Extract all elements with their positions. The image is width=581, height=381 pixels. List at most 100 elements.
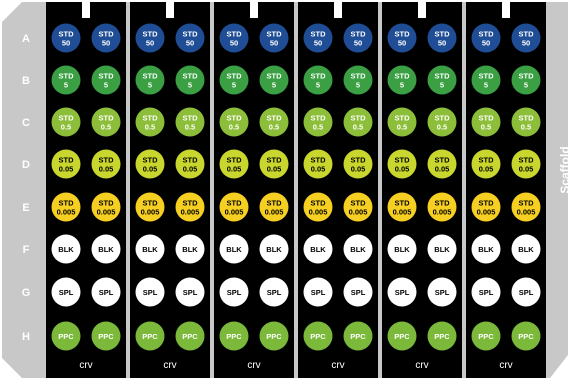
well-label-line1: STD [519,199,535,208]
well-g-11: SPL [471,277,501,307]
well-circle [91,23,121,53]
well-label: PPC [266,332,282,341]
well-f-6: BLK [259,234,289,264]
well-circle [135,192,165,222]
well-label-line2: 0.005 [349,208,368,217]
well-circle [343,277,373,307]
well-f-3: BLK [135,234,165,264]
well-g-1: SPL [51,277,81,307]
well-label: BLK [518,245,534,254]
well-circle [135,23,165,53]
well-label-line2: 0.05 [479,165,494,174]
well-label-line1: STD [227,156,243,165]
well-circle [303,23,333,53]
well-circle [51,277,81,307]
well-label-line1: STD [99,156,115,165]
strip-1 [46,2,126,378]
well-circle [387,277,417,307]
well-label-line1: STD [227,30,243,39]
well-label-line2: 50 [522,39,530,48]
row-label-d: D [22,159,30,171]
well-circle [303,277,333,307]
well-label-line2: 0.05 [99,165,114,174]
well-label-line2: 0.05 [351,165,366,174]
strip-notch [82,2,90,18]
well-circle [511,192,541,222]
well-circle [219,277,249,307]
well-circle [135,107,165,137]
well-label-line2: 0.05 [59,165,74,174]
well-label: BLK [266,245,282,254]
well-label-line1: STD [435,114,451,123]
well-label-line2: 50 [270,39,278,48]
well-label: SPL [351,288,366,297]
row-label-c: C [22,117,30,129]
well-label-line1: STD [479,30,495,39]
strip-notch [502,2,510,18]
well-g-10: SPL [427,277,457,307]
well-g-7: SPL [303,277,333,307]
well-label-line2: 0.005 [433,208,452,217]
strip-2 [130,2,210,378]
well-circle [511,149,541,179]
well-circle [219,23,249,53]
well-h-11: PPC [471,321,501,351]
well-label-line2: 5 [64,81,68,90]
well-circle [259,23,289,53]
well-circle [343,65,373,95]
well-circle [135,277,165,307]
well-label-line1: STD [267,199,283,208]
well-label-line1: STD [311,199,327,208]
well-label-line1: STD [311,72,327,81]
well-label-line1: STD [519,30,535,39]
well-label: BLK [142,245,158,254]
well-circle [175,234,205,264]
well-circle [259,65,289,95]
well-label-line2: 0.05 [435,165,450,174]
well-label-line2: 5 [148,81,152,90]
well-circle [219,192,249,222]
well-circle [175,321,205,351]
well-label-line2: 0.5 [269,123,279,132]
well-label: BLK [226,245,242,254]
strip-label: crv [415,360,428,371]
well-label-line1: STD [183,199,199,208]
scaffold-label: Scaffold [558,146,572,193]
well-h-8: PPC [343,321,373,351]
well-label: SPL [311,288,326,297]
well-h-5: PPC [219,321,249,351]
well-f-7: BLK [303,234,333,264]
well-f-10: BLK [427,234,457,264]
well-label-line2: 0.005 [141,208,160,217]
well-label-line1: STD [183,156,199,165]
well-circle [259,192,289,222]
well-label-line1: STD [143,114,159,123]
well-circle [135,65,165,95]
well-label-line1: STD [99,199,115,208]
well-circle [343,321,373,351]
well-label-line2: 50 [102,39,110,48]
well-circle [427,65,457,95]
well-circle [51,234,81,264]
well-label-line2: 0.5 [397,123,407,132]
well-label-line2: 0.005 [225,208,244,217]
well-circle [427,149,457,179]
well-label-line2: 0.05 [227,165,242,174]
well-label: SPL [479,288,494,297]
